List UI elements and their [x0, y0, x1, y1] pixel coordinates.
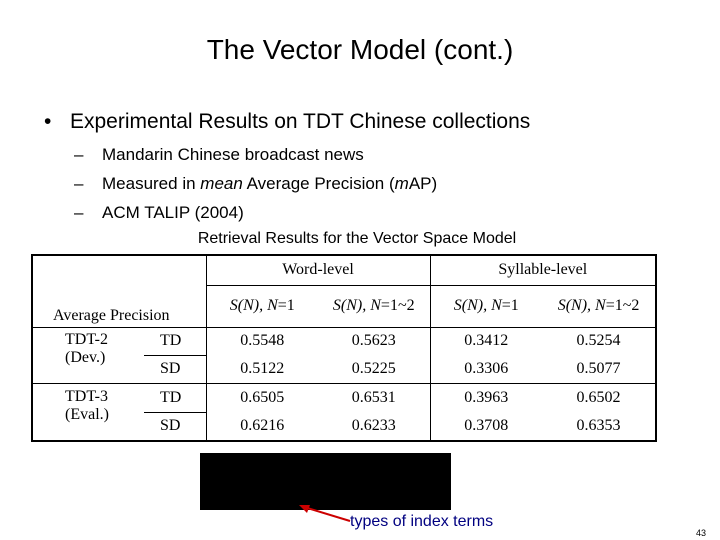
sub-bullet-dash: –: [74, 203, 84, 222]
row-label: SD: [144, 411, 207, 441]
table-row: TDT-3 (Eval.) TD 0.6505 0.6531 0.3963 0.6…: [32, 382, 657, 441]
slide-title: The Vector Model (cont.): [206, 34, 514, 65]
bullet-dot: •: [44, 110, 52, 133]
table-cell: 0.5623: [318, 326, 431, 355]
column-header: S(N), N=1~2: [318, 285, 431, 328]
corner-label: Average Precision: [32, 255, 207, 327]
col-head-rest: =1: [501, 297, 519, 314]
table-cell: 0.6353: [576, 417, 621, 434]
col-head-s: S(N),: [332, 297, 371, 314]
group-header-syllable: Syllable-level: [430, 255, 657, 286]
sub-bullet-dash: –: [74, 174, 84, 193]
redaction-box: [200, 453, 451, 510]
measured-m: m: [394, 174, 409, 193]
row-label: TD: [144, 382, 207, 412]
column-header: S(N), N=1~2: [542, 285, 657, 328]
group-header-word: Word-level: [206, 255, 431, 286]
sub-bullet: – Measured in mean Average Precision (mAP…: [74, 174, 437, 194]
table-cell: 0.5225: [318, 355, 431, 383]
measured-middle: Average Precision (: [242, 174, 395, 193]
table-cell: 0.3708: [464, 417, 509, 434]
col-head-rest: =1: [277, 297, 295, 314]
sub-bullet: – Mandarin Chinese broadcast news: [74, 145, 364, 165]
page-number: 43: [695, 528, 706, 538]
results-table: Average Precision Word-level Syllable-le…: [31, 254, 658, 442]
measured-suffix: AP): [408, 174, 438, 193]
index-terms-annotation: types of index terms: [350, 513, 494, 530]
table-cell: 0.5254: [542, 326, 657, 355]
row-label: TD: [144, 326, 207, 355]
table-row: TDT-2 (Dev.) TD 0.5548 0.5623 0.3412 0.52…: [32, 326, 657, 383]
col-head-rest: =1~2: [605, 297, 640, 314]
sub-bullet: – ACM TALIP (2004): [74, 203, 244, 223]
table-caption: Retrieval Results for the Vector Space M…: [197, 230, 517, 247]
column-header: S(N), N=1: [206, 285, 319, 328]
arrow-icon: [299, 505, 351, 522]
main-bullet-text: Experimental Results on TDT Chinese coll…: [70, 110, 531, 133]
col-head-s: S(N),: [229, 297, 268, 314]
col-head-n: N: [370, 297, 381, 314]
table-cell: 0.6505: [206, 382, 319, 412]
collection-name: TDT-3 (Eval.): [32, 382, 144, 441]
measured-mean: mean: [200, 174, 243, 193]
sub-bullet-text: ACM TALIP (2004): [102, 203, 244, 222]
col-head-s: S(N),: [557, 297, 596, 314]
table-cell: 0.6233: [318, 412, 431, 441]
measured-prefix: Measured in: [102, 174, 201, 193]
table-cell: 0.3963: [430, 382, 543, 412]
column-header: S(N), N=1: [430, 285, 543, 328]
sub-bullet-dash: –: [74, 145, 84, 164]
table-cell: 0.6216: [240, 417, 285, 434]
col-head-n: N: [267, 297, 278, 314]
table-cell: 0.3412: [430, 326, 543, 355]
table-cell: 0.5122: [240, 359, 285, 377]
col-head-n: N: [595, 297, 606, 314]
table-row: SD 0.6216 0.6233 0.3708 0.6353: [32, 411, 656, 441]
col-head-rest: =1~2: [380, 297, 415, 314]
table-cell: 0.6531: [318, 382, 431, 412]
col-head-n: N: [491, 297, 502, 314]
table-cell: 0.5077: [576, 359, 621, 377]
collection-name: TDT-2 (Dev.): [32, 326, 144, 383]
table-row: SD 0.5122 0.5225 0.3306 0.5077: [32, 354, 656, 383]
main-bullet: • Experimental Results on TDT Chinese col…: [44, 110, 530, 134]
sub-bullet-text: Mandarin Chinese broadcast news: [102, 145, 364, 164]
col-head-s: S(N),: [453, 297, 492, 314]
row-label: SD: [144, 354, 207, 383]
table-cell: 0.3306: [464, 359, 509, 377]
table-cell: 0.6502: [542, 382, 657, 412]
table-cell: 0.5548: [206, 326, 319, 355]
